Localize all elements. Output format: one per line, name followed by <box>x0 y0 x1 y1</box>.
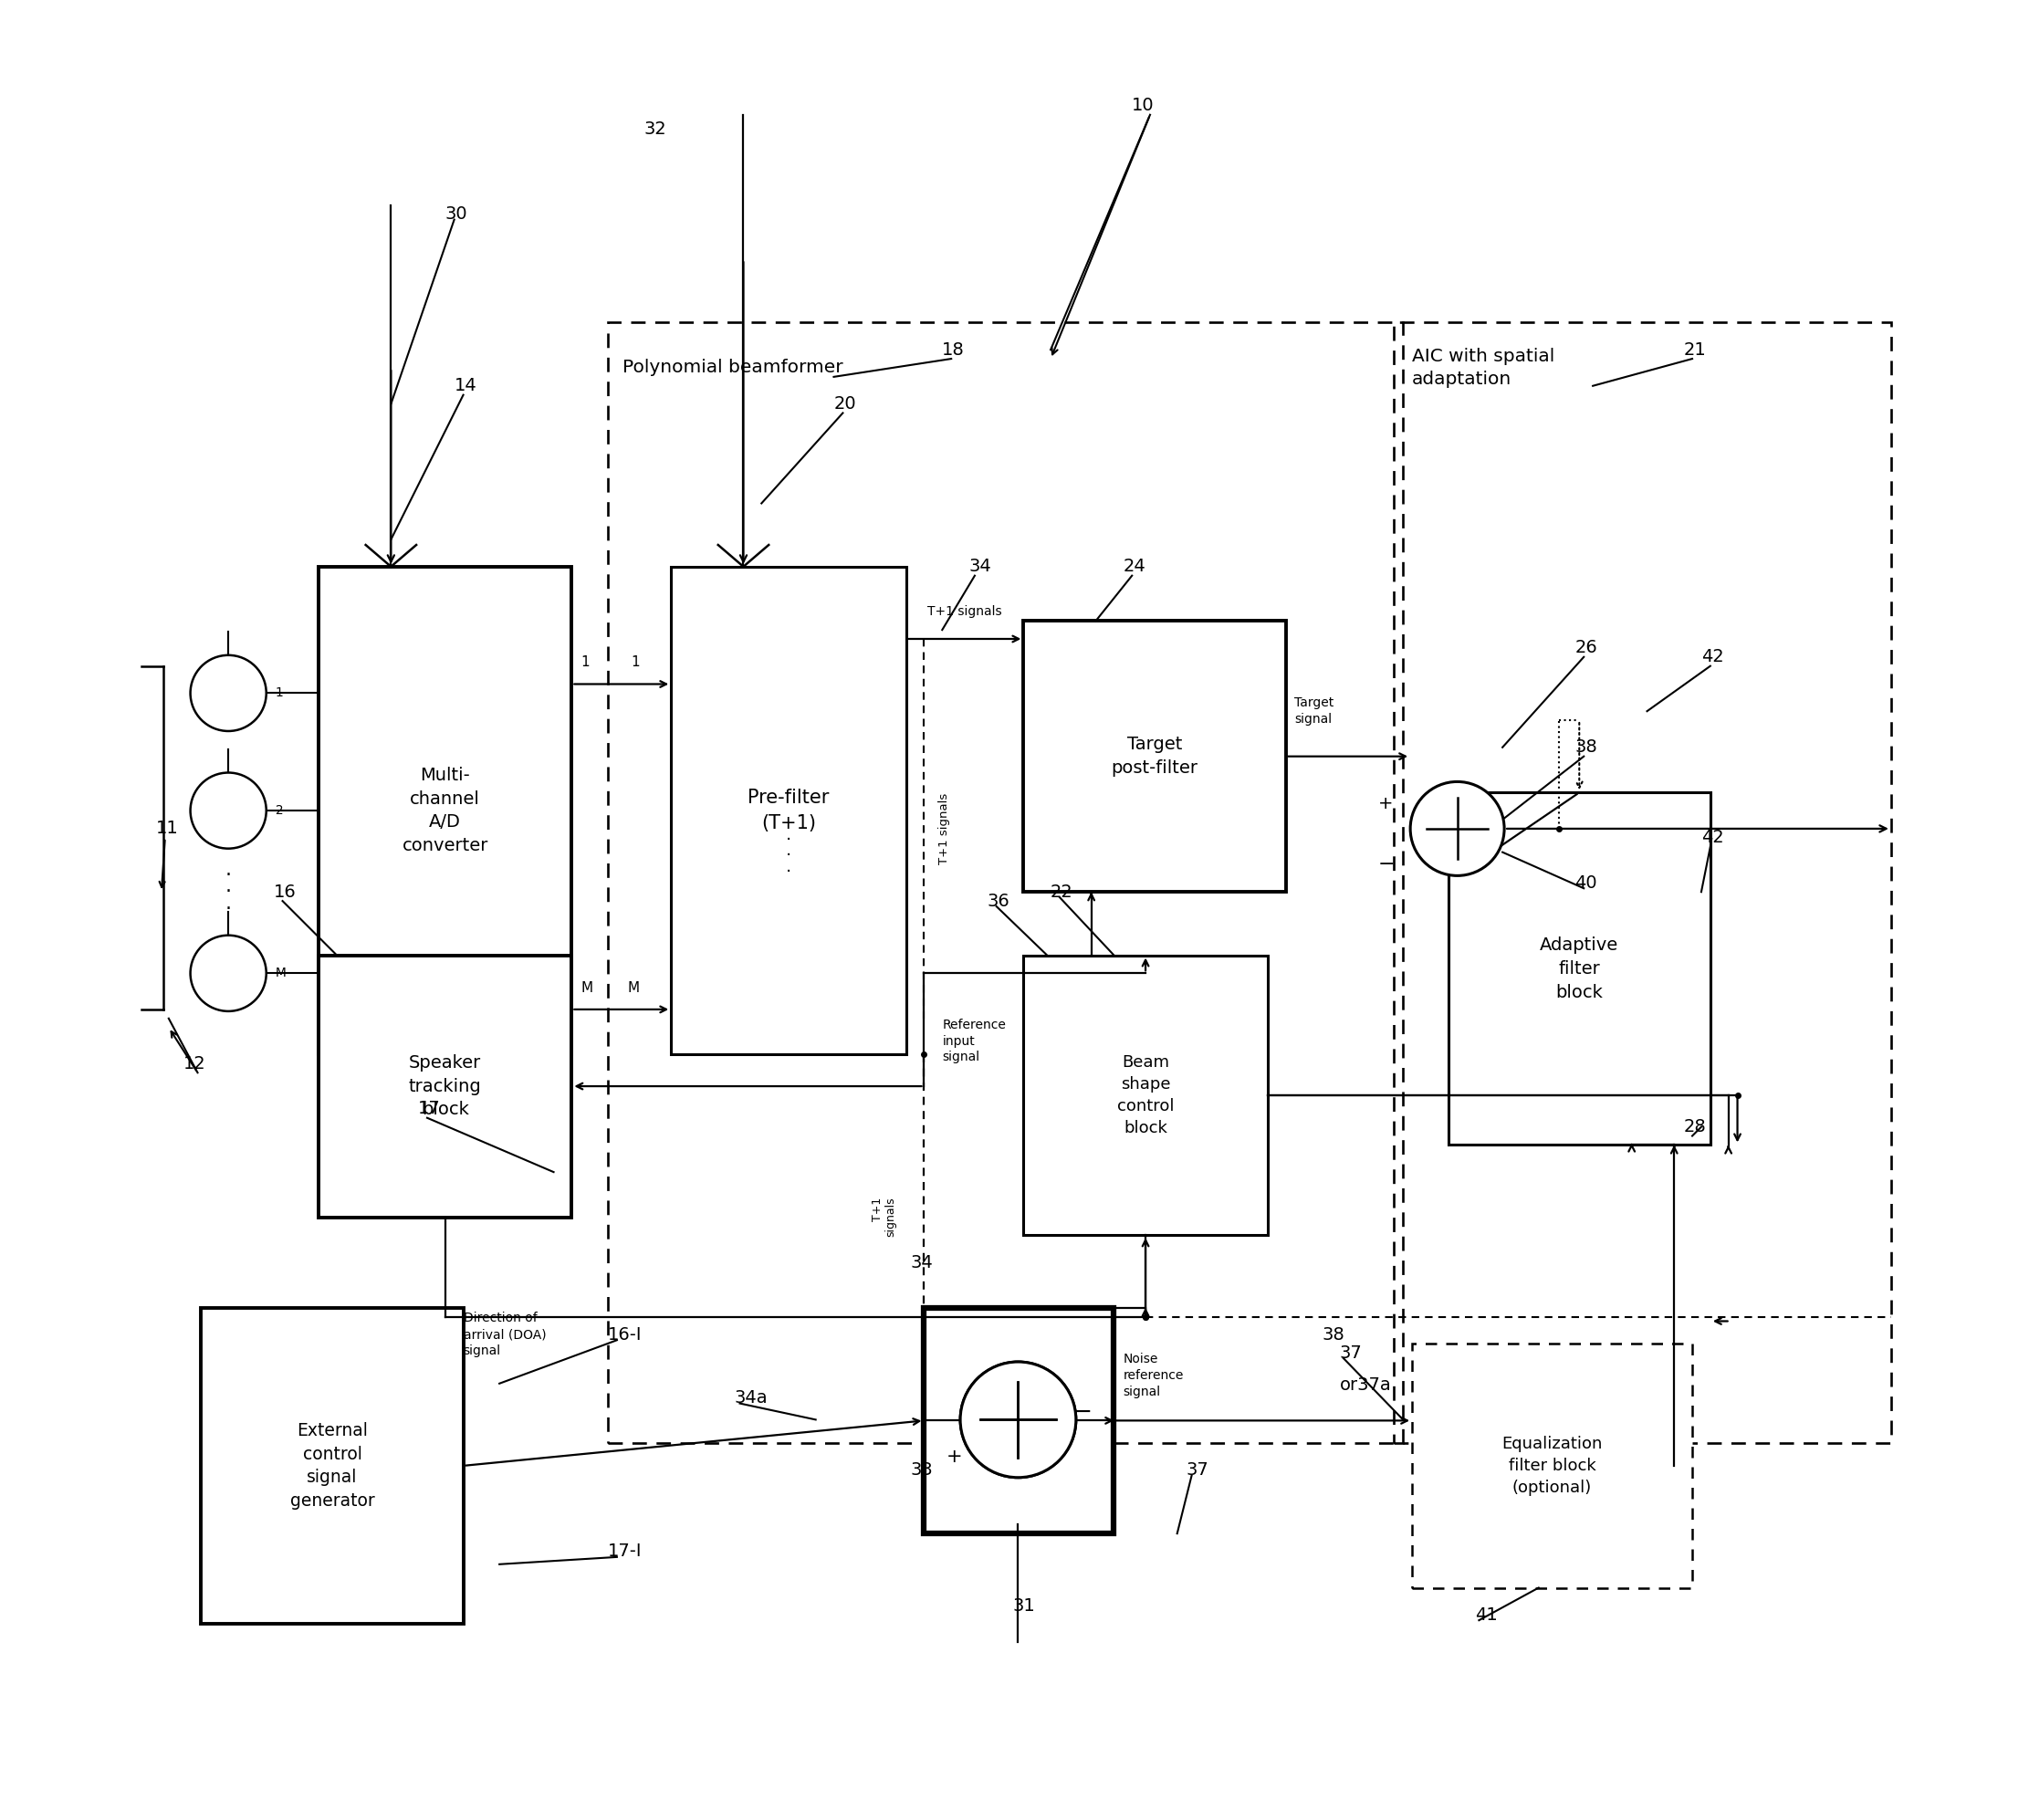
FancyBboxPatch shape <box>672 566 907 1054</box>
Text: 38: 38 <box>1575 739 1597 755</box>
Text: Target
post-filter: Target post-filter <box>1112 735 1197 777</box>
Text: ·
·
·: · · · <box>225 866 231 917</box>
FancyBboxPatch shape <box>1412 1343 1692 1587</box>
Text: −: − <box>1073 1401 1092 1423</box>
Text: -2: -2 <box>272 804 284 817</box>
Text: External
control
signal
generator: External control signal generator <box>290 1421 375 1509</box>
Text: 42: 42 <box>1700 648 1725 666</box>
Circle shape <box>191 773 266 848</box>
Text: AIC with spatial
adaptation: AIC with spatial adaptation <box>1412 348 1554 388</box>
FancyBboxPatch shape <box>319 566 572 1054</box>
Text: Speaker
tracking
block: Speaker tracking block <box>408 1054 481 1117</box>
Text: −: − <box>1378 855 1394 874</box>
Text: 12: 12 <box>183 1056 205 1072</box>
Text: 34: 34 <box>911 1254 933 1270</box>
Text: 37: 37 <box>1339 1345 1361 1361</box>
Text: 31: 31 <box>1012 1598 1035 1614</box>
Text: 16: 16 <box>274 883 296 901</box>
Text: 40: 40 <box>1575 874 1597 892</box>
Text: 14: 14 <box>454 377 477 395</box>
FancyBboxPatch shape <box>1449 792 1710 1145</box>
Text: Equalization
filter block
(optional): Equalization filter block (optional) <box>1501 1436 1603 1496</box>
Text: Direction of
arrival (DOA)
signal: Direction of arrival (DOA) signal <box>463 1312 546 1358</box>
Text: 22: 22 <box>1051 883 1073 901</box>
Text: +: + <box>946 1447 962 1465</box>
Text: 20: 20 <box>834 395 856 413</box>
Text: 37: 37 <box>1187 1461 1209 1480</box>
Text: 36: 36 <box>988 892 1010 910</box>
Circle shape <box>1410 781 1503 875</box>
Text: +: + <box>1378 795 1392 812</box>
Text: 33: 33 <box>911 1461 933 1480</box>
Text: 17-I: 17-I <box>609 1543 641 1560</box>
Text: 18: 18 <box>941 340 966 359</box>
Text: 30: 30 <box>444 206 467 222</box>
Text: T+1
signals: T+1 signals <box>872 1198 897 1238</box>
Text: 28: 28 <box>1684 1117 1706 1136</box>
Text: -M: -M <box>272 966 286 979</box>
FancyBboxPatch shape <box>923 1307 1114 1534</box>
Text: Target
signal: Target signal <box>1295 697 1335 726</box>
Text: 1: 1 <box>580 655 590 670</box>
Circle shape <box>191 655 266 732</box>
Text: 38: 38 <box>1321 1327 1345 1343</box>
FancyBboxPatch shape <box>319 956 572 1218</box>
Text: T+1 signals: T+1 signals <box>927 606 1002 619</box>
Text: Adaptive
filter
block: Adaptive filter block <box>1540 937 1619 1001</box>
Text: 16-I: 16-I <box>609 1327 641 1343</box>
FancyBboxPatch shape <box>201 1307 463 1623</box>
Text: 34a: 34a <box>734 1389 767 1407</box>
Circle shape <box>960 1361 1075 1478</box>
Text: 34: 34 <box>970 559 992 575</box>
Text: 1: 1 <box>631 655 639 670</box>
Text: 21: 21 <box>1684 340 1706 359</box>
Text: T+1 signals: T+1 signals <box>939 794 950 864</box>
Text: 26: 26 <box>1575 639 1597 657</box>
Text: ·
·
·: · · · <box>785 832 791 881</box>
Text: Multi-
channel
A/D
converter: Multi- channel A/D converter <box>402 766 489 855</box>
Text: or37a: or37a <box>1339 1376 1392 1394</box>
Circle shape <box>191 935 266 1012</box>
Text: Reference
input
signal: Reference input signal <box>941 1019 1006 1063</box>
Text: 10: 10 <box>1132 96 1155 115</box>
Text: Pre-filter
(T+1): Pre-filter (T+1) <box>749 790 830 832</box>
Text: 41: 41 <box>1475 1607 1497 1623</box>
Text: Noise
reference
signal: Noise reference signal <box>1122 1352 1183 1398</box>
Text: 24: 24 <box>1122 559 1146 575</box>
Text: 32: 32 <box>643 120 668 138</box>
FancyBboxPatch shape <box>1023 621 1286 892</box>
Text: -1: -1 <box>272 686 284 699</box>
Circle shape <box>960 1361 1075 1478</box>
Text: Polynomial beamformer: Polynomial beamformer <box>623 359 842 377</box>
Text: 42: 42 <box>1700 830 1725 846</box>
Text: 11: 11 <box>156 821 179 837</box>
Text: 17: 17 <box>418 1099 440 1117</box>
Text: Beam
shape
control
block: Beam shape control block <box>1118 1054 1175 1138</box>
Text: M: M <box>580 981 592 994</box>
FancyBboxPatch shape <box>1023 956 1268 1236</box>
Text: M: M <box>627 981 639 994</box>
